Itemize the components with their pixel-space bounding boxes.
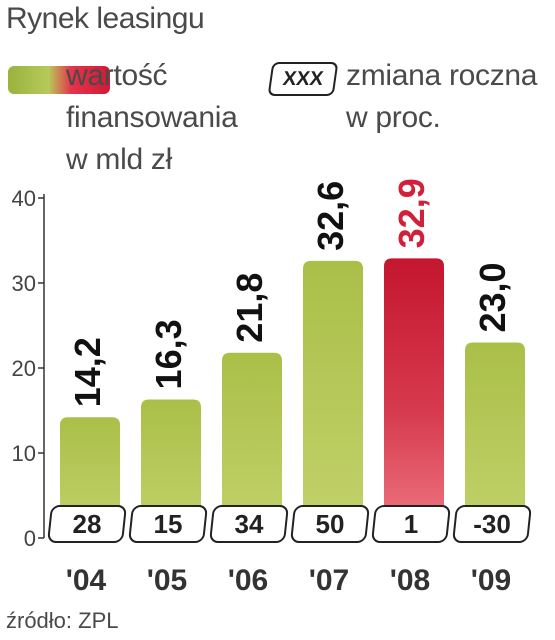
change-value: 28 [73,509,102,539]
bar-value-label: 23,0 [472,262,513,332]
legend-value-label-3: w mld zł [66,143,172,176]
bar [465,342,525,538]
bar [384,258,444,538]
x-tick-label: '06 [228,564,269,597]
change-box [47,505,127,543]
legend-value-swatch [8,66,110,94]
x-tick-label: '08 [390,564,431,597]
x-tick-label: '05 [147,564,188,597]
x-tick-label: '07 [309,564,350,597]
y-tick-label: 10 [12,441,36,466]
bar [141,399,201,538]
bar-value-label: 16,3 [148,319,189,389]
change-value: 34 [235,509,264,539]
change-value: 50 [316,509,345,539]
source-note: źródło: ZPL [6,608,119,633]
legend-value-label-2: finansowania [66,101,238,134]
y-tick-label: 0 [24,526,36,551]
legend-change-label-2: w proc. [346,101,441,134]
legend-change-label-1: zmiana roczna [346,59,538,92]
change-box [209,505,289,543]
y-tick-label: 20 [12,356,36,381]
bar-value-label: 32,6 [310,181,351,251]
bar [303,260,363,538]
legend-value-label-1: wartość [66,59,168,92]
y-tick-label: 30 [12,271,36,296]
change-box [128,505,208,543]
chart-title: Rynek leasingu [6,2,205,35]
x-tick-label: '04 [66,564,107,597]
bar-value-label: 14,2 [67,337,108,407]
bar-value-label: 32,9 [391,178,432,248]
change-box [452,505,532,543]
bar-value-label: 21,8 [229,273,270,343]
change-box [371,505,451,543]
change-value: -30 [473,509,511,539]
change-value: 15 [154,509,183,539]
change-value: 1 [404,509,418,539]
y-tick-label: 40 [12,186,36,211]
x-tick-label: '09 [471,564,512,597]
bar [222,352,282,538]
change-box [290,505,370,543]
